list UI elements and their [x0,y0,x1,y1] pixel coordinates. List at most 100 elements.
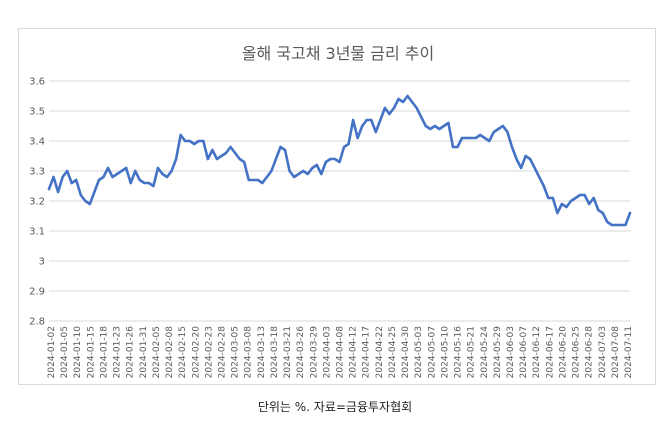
y-axis-ticks: 2.8 2.9 3 3.1 3.2 3.3 3.4 3.5 3.6 [29,77,45,328]
data-point [97,178,101,182]
data-point [220,154,223,158]
data-point [292,175,296,179]
x-tick-label: 2024-04-22 [375,326,385,378]
data-point [183,139,187,143]
data-point [270,169,273,173]
data-point [388,112,391,116]
series-line [47,94,632,227]
data-point [447,121,450,125]
data-point [261,181,264,185]
data-point [510,145,514,149]
data-point [188,139,191,143]
data-point [547,196,550,200]
series-layer [47,94,632,227]
data-point [497,127,500,131]
x-tick-label: 2024-03-21 [283,326,293,378]
data-point [138,178,141,182]
data-point [488,139,491,143]
data-point [106,166,110,170]
data-point [433,124,437,128]
x-tick-label: 2024-06-12 [532,326,542,378]
data-point [469,136,473,140]
data-point [347,142,350,146]
x-tick-label: 2024-01-02 [47,326,57,378]
data-point [179,133,182,137]
data-point [70,181,73,185]
data-point [342,145,346,149]
data-point [79,193,82,197]
data-point [174,157,178,161]
data-point [615,223,618,227]
data-point [165,175,169,179]
x-tick-label: 2024-06-20 [558,326,568,379]
data-point [610,223,614,227]
data-point [206,157,210,161]
x-tick-label: 2024-02-23 [204,326,214,378]
y-tick-label: 3.3 [29,167,45,178]
x-axis-ticks: 2024-01-02 2024-01-05 2024-01-10 2024-01-15… [47,326,634,379]
x-tick-label: 2024-05-07 [427,326,437,378]
data-point [442,124,446,128]
data-point [429,127,432,131]
x-tick-label: 2024-01-10 [73,326,83,379]
y-tick-label: 2.8 [29,317,45,328]
data-point [124,166,128,170]
data-point [147,181,151,185]
x-tick-label: 2024-02-05 [152,326,162,378]
data-point [583,193,586,197]
data-point [597,208,600,212]
data-point [65,169,69,173]
data-point [560,202,564,206]
data-point [519,166,523,170]
data-point [301,169,305,173]
data-point [56,190,60,194]
data-point [297,172,300,176]
x-tick-label: 2024-03-13 [257,326,267,378]
data-point [370,118,373,122]
data-point [134,169,137,173]
data-point [274,157,278,161]
data-point [315,163,318,167]
data-point [406,94,409,98]
data-point [501,124,505,128]
x-tick-label: 2024-05-03 [414,326,424,378]
x-tick-label: 2024-07-11 [624,326,634,378]
x-tick-label: 2024-02-15 [178,326,188,378]
data-point [565,205,568,209]
chart-frame: 올해 국고채 3년물 금리 추이 2.8 2.9 3 3.1 3.2 3.3 3.4 3.5 3… [18,28,656,385]
data-point [129,181,132,185]
data-point [424,124,427,128]
data-point [465,136,468,140]
data-point [492,130,496,134]
data-point [338,160,341,164]
data-point [383,106,387,110]
y-tick-label: 3.4 [29,137,45,148]
data-point [356,136,359,140]
data-point [156,166,160,170]
x-tick-label: 2024-03-08 [244,326,254,379]
data-point [528,157,532,161]
data-point [479,133,482,137]
data-point [578,193,582,197]
data-point [515,157,518,161]
data-point [61,175,64,179]
data-point [551,196,555,200]
y-tick-label: 3.2 [29,197,45,208]
data-point [288,169,291,173]
data-point [374,130,378,134]
data-point [365,118,368,122]
x-tick-label: 2024-05-29 [493,326,503,379]
x-tick-label: 2024-01-05 [60,326,70,378]
gridlines [49,80,630,322]
line-chart: 올해 국고채 3년물 금리 추이 2.8 2.9 3 3.1 3.2 3.3 3.4 3.5 3… [29,44,634,379]
data-point [574,196,577,200]
data-point [361,124,364,128]
x-tick-label: 2024-06-28 [585,326,595,379]
data-point [456,145,459,149]
data-point [438,127,441,131]
data-point [628,211,632,215]
data-point [538,175,541,179]
data-point [324,160,328,164]
x-tick-label: 2024-01-23 [113,326,123,378]
x-tick-label: 2024-07-03 [598,326,608,378]
